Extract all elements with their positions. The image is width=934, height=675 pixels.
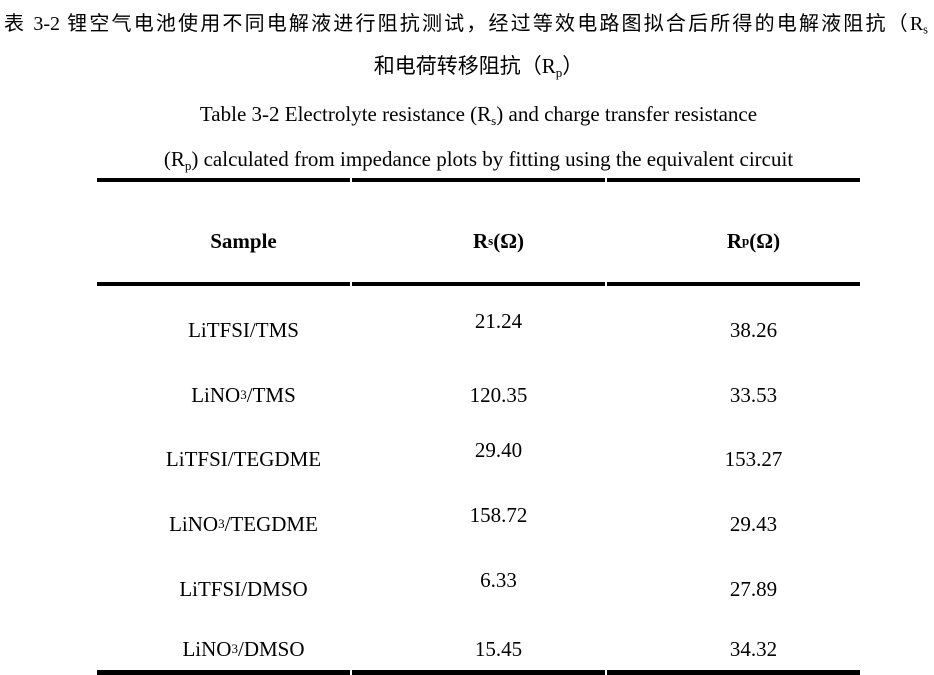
text-fragment: /TEGDME xyxy=(224,512,318,537)
table-caption-en-line2: (Rp) calculated from impedance plots by … xyxy=(97,146,860,179)
subscript-text: 3 xyxy=(218,516,225,532)
rp-value: 33.53 xyxy=(729,382,778,407)
table-row: LiTFSI/TEGDME 29.40 153.27 xyxy=(97,416,860,481)
subscript-text: p xyxy=(742,233,750,248)
subscript-text: s xyxy=(488,233,494,248)
text-fragment: /DMSO xyxy=(237,636,305,661)
table-row: LiNO 3/TEGDME 158.72 29.43 xyxy=(97,480,860,545)
text-fragment: Sample xyxy=(210,229,277,253)
text-fragment: LiTFSI/TEGDME xyxy=(165,447,322,472)
rp-value: 34.32 xyxy=(607,610,860,675)
sample-name: LiNO 3/DMSO xyxy=(97,610,350,675)
text-fragment: (Ω) xyxy=(749,229,781,253)
table-caption-zh-line2: 和电荷转移阻抗（Rp） xyxy=(97,52,860,87)
rs-value: 120.35 xyxy=(469,382,528,407)
sample-name: LiNO 3/TMS xyxy=(97,351,350,416)
text-fragment: ) calculated from impedance plots by fit… xyxy=(191,147,794,171)
rp-value: 38.26 xyxy=(729,317,778,342)
sample-name: LiTFSI/TMS xyxy=(97,286,350,351)
text-fragment: LiNO xyxy=(169,512,219,537)
table-row: LiNO 3/DMSO 15.45 34.32 xyxy=(97,610,860,675)
text-fragment: LiNO xyxy=(191,382,241,407)
text-fragment: ) and charge transfer resistance xyxy=(496,102,758,126)
table-row: LiNO 3/TMS 120.35 33.53 xyxy=(97,351,860,416)
subscript-text: p xyxy=(555,64,563,80)
subscript-text: s xyxy=(923,22,928,37)
text-fragment: (Ω) xyxy=(493,229,525,253)
subscript-text: s xyxy=(491,112,497,128)
rs-value: 21.24 xyxy=(474,308,523,333)
rp-value: 29.43 xyxy=(729,512,778,537)
text-fragment: LiTFSI/TMS xyxy=(188,317,299,342)
rs-value: 15.45 xyxy=(352,610,605,675)
sample-name: LiTFSI/TEGDME xyxy=(97,416,350,481)
text-fragment: Table 3-2 Electrolyte resistance (R xyxy=(199,102,492,126)
table-row: LiTFSI/DMSO 6.33 27.89 xyxy=(97,545,860,610)
rs-value: 29.40 xyxy=(474,438,523,463)
text-fragment: 表 3-2 锂空气电池使用不同电解液进行阻抗测试，经过等效电路图拟合后所得的电解… xyxy=(4,13,924,35)
text-fragment: R xyxy=(472,229,489,253)
sample-name: LiTFSI/DMSO xyxy=(97,545,350,610)
rs-value: 158.72 xyxy=(469,503,528,528)
text-fragment: R xyxy=(726,229,743,253)
table-caption-en-line1: Table 3-2 Electrolyte resistance (Rs) an… xyxy=(97,101,860,134)
text-fragment: LiTFSI/DMSO xyxy=(179,576,308,601)
table-row: LiTFSI/TMS 21.24 38.26 xyxy=(97,286,860,351)
rp-value: 153.27 xyxy=(724,447,783,472)
text-fragment: LiNO xyxy=(182,636,232,661)
subscript-text: p xyxy=(184,157,192,173)
rp-value: 27.89 xyxy=(729,576,778,601)
text-fragment: ） xyxy=(562,54,584,78)
text-fragment: /TMS xyxy=(246,382,296,407)
sample-name: LiNO 3/TEGDME xyxy=(97,480,350,545)
column-header-sample: Sample xyxy=(97,178,350,286)
text-fragment: 和电荷转移阻抗（R xyxy=(373,54,556,78)
text-fragment: (R xyxy=(163,147,185,171)
rs-value: 6.33 xyxy=(480,567,517,592)
subscript-text: 3 xyxy=(240,386,247,402)
table-caption-zh-line1: 表 3-2 锂空气电池使用不同电解液进行阻抗测试，经过等效电路图拟合后所得的电解… xyxy=(4,10,928,45)
subscript-text: 3 xyxy=(231,640,238,656)
